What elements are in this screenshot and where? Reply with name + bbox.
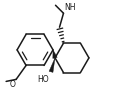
Polygon shape xyxy=(53,50,57,58)
Text: O: O xyxy=(9,80,15,89)
Polygon shape xyxy=(49,58,55,72)
Text: NH: NH xyxy=(64,3,76,12)
Text: HO: HO xyxy=(37,75,49,84)
